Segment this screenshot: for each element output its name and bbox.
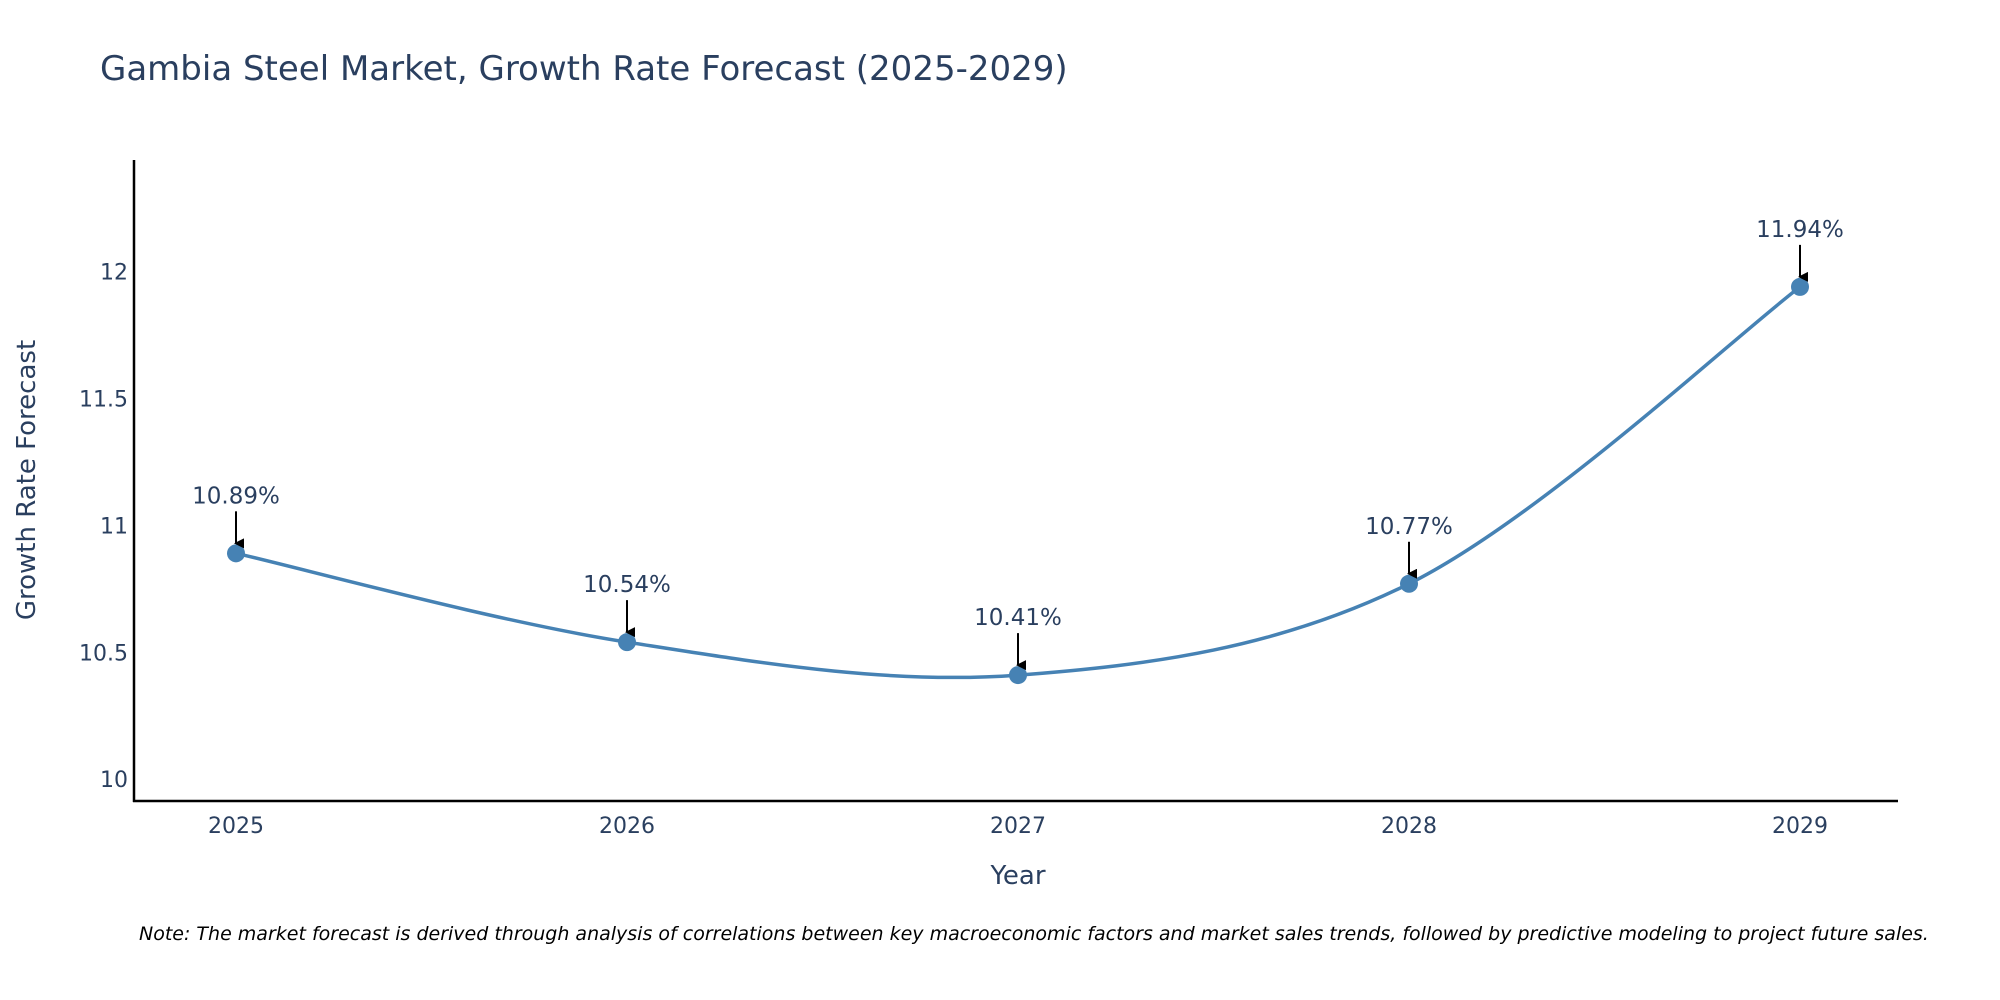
x-axis-ticks: 2025 2026 2027 2028 2029 — [208, 814, 1828, 839]
data-point-2029[interactable] — [1791, 277, 1809, 296]
y-axis-title: Growth Rate Forecast — [12, 340, 42, 620]
data-label-annotations: 10.89% 10.54% 10.41% 10.77% 11.94% — [192, 217, 1844, 671]
chart-title: Gambia Steel Market, Growth Rate Forecas… — [100, 49, 1068, 89]
y-tick-label: 10 — [100, 768, 128, 793]
x-tick-label: 2028 — [1381, 814, 1437, 839]
y-tick-label: 12 — [100, 261, 128, 286]
y-tick-label: 11 — [100, 514, 128, 539]
x-tick-label: 2026 — [599, 814, 655, 839]
footnote: Note: The market forecast is derived thr… — [139, 923, 1929, 945]
data-label: 10.89% — [192, 483, 280, 509]
y-axis-ticks: 10 10.5 11 11.5 12 — [79, 261, 128, 794]
data-point-2028[interactable] — [1400, 574, 1418, 593]
data-point-2026[interactable] — [618, 633, 636, 652]
data-label: 10.77% — [1365, 514, 1453, 540]
series-line-growth-rate — [235, 285, 1802, 680]
data-point-2027[interactable] — [1009, 666, 1027, 685]
plot-area: 10 10.5 11 11.5 12 2025 2026 2027 2028 2029 10.8… — [79, 160, 1898, 839]
x-tick-label: 2029 — [1772, 814, 1828, 839]
data-label: 10.54% — [583, 572, 671, 598]
data-point-2025[interactable] — [227, 544, 245, 563]
data-label: 10.41% — [974, 605, 1062, 631]
y-tick-label: 10.5 — [79, 641, 128, 666]
x-axis-title: Year — [989, 861, 1045, 891]
data-label: 11.94% — [1756, 217, 1844, 243]
x-tick-label: 2025 — [208, 814, 264, 839]
x-tick-label: 2027 — [990, 814, 1046, 839]
data-points — [227, 277, 1809, 685]
y-tick-label: 11.5 — [79, 388, 128, 413]
